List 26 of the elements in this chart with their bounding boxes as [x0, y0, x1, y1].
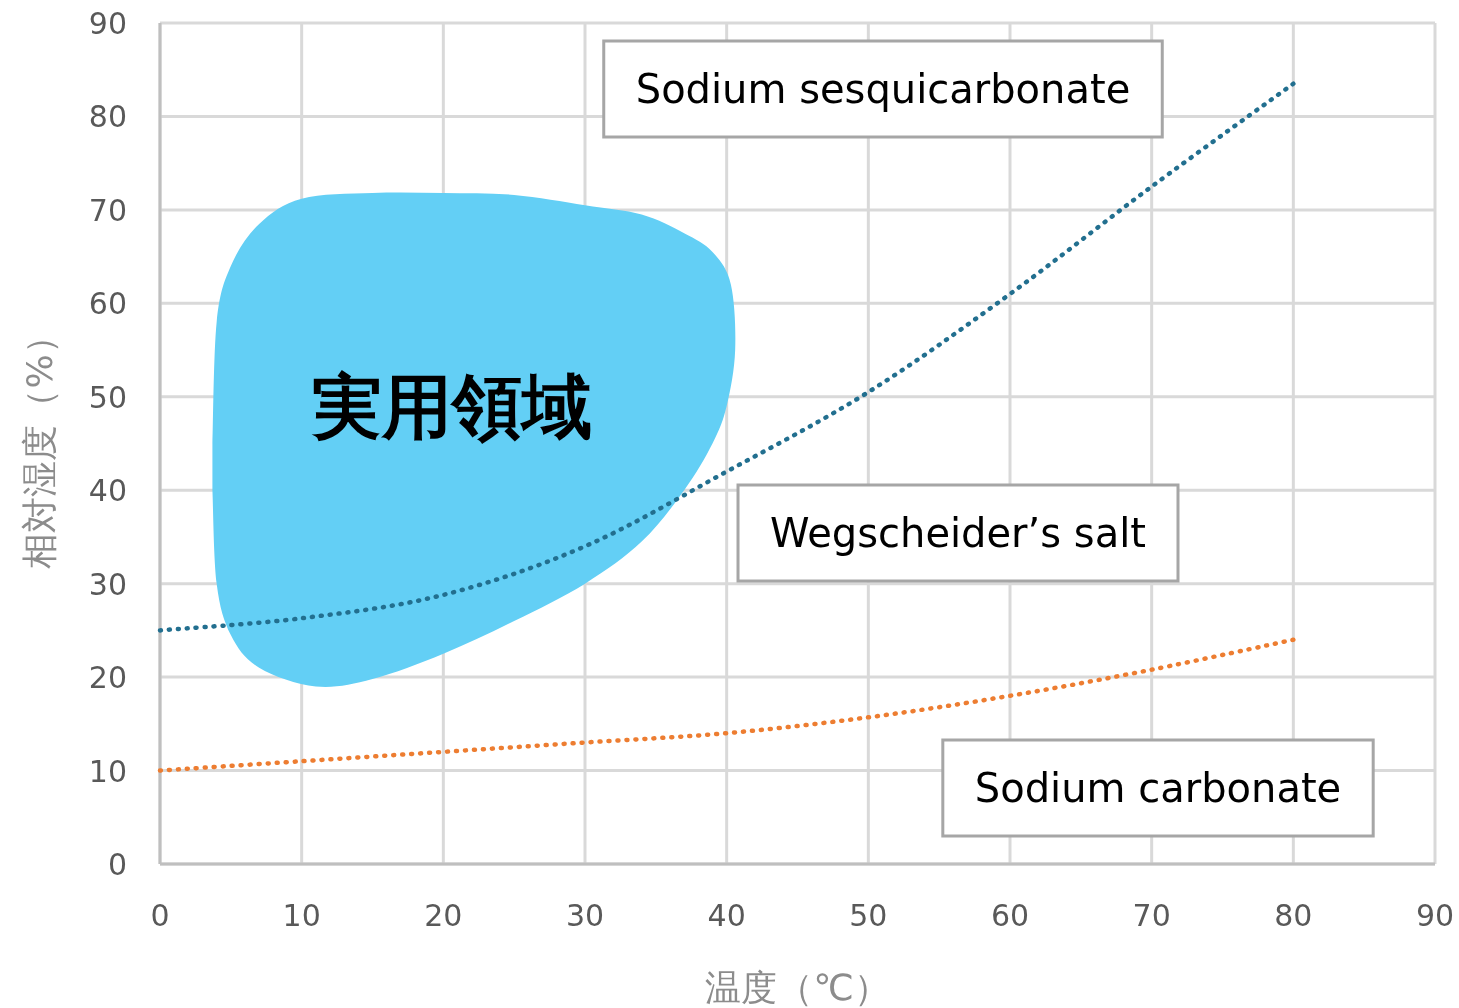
x-tick-label: 50	[849, 898, 888, 933]
annotation: 実用領域	[311, 366, 592, 448]
annotation: Sodium sesquicarbonate	[635, 66, 1131, 112]
x-tick-label: 90	[1415, 898, 1455, 933]
y-tick-label: 30	[88, 566, 127, 602]
x-axis-title: 温度（℃）	[705, 967, 890, 1008]
x-tick-label: 30	[565, 898, 605, 933]
x-tick-label: 40	[707, 898, 746, 933]
y-tick-label: 20	[88, 660, 127, 696]
y-axis-title: 相対湿度（%）	[19, 318, 60, 569]
y-tick-label: 10	[88, 753, 127, 789]
annotation: Wegscheider’s salt	[770, 510, 1146, 556]
y-tick-label: 50	[88, 379, 127, 415]
x-tick-label: 70	[1132, 898, 1171, 933]
y-tick-label: 90	[88, 6, 127, 41]
annotation: Sodium carbonate	[974, 765, 1342, 811]
x-tick-label: 60	[990, 898, 1030, 933]
y-tick-label: 0	[107, 847, 127, 882]
x-tick-label: 0	[150, 898, 170, 933]
y-tick-label: 70	[88, 192, 127, 228]
y-tick-label: 80	[88, 99, 127, 135]
x-tick-label: 80	[1274, 898, 1313, 933]
y-tick-label: 40	[88, 473, 127, 509]
y-tick-label: 60	[88, 286, 127, 322]
x-tick-label: 10	[282, 898, 321, 933]
x-tick-label: 20	[424, 898, 463, 933]
